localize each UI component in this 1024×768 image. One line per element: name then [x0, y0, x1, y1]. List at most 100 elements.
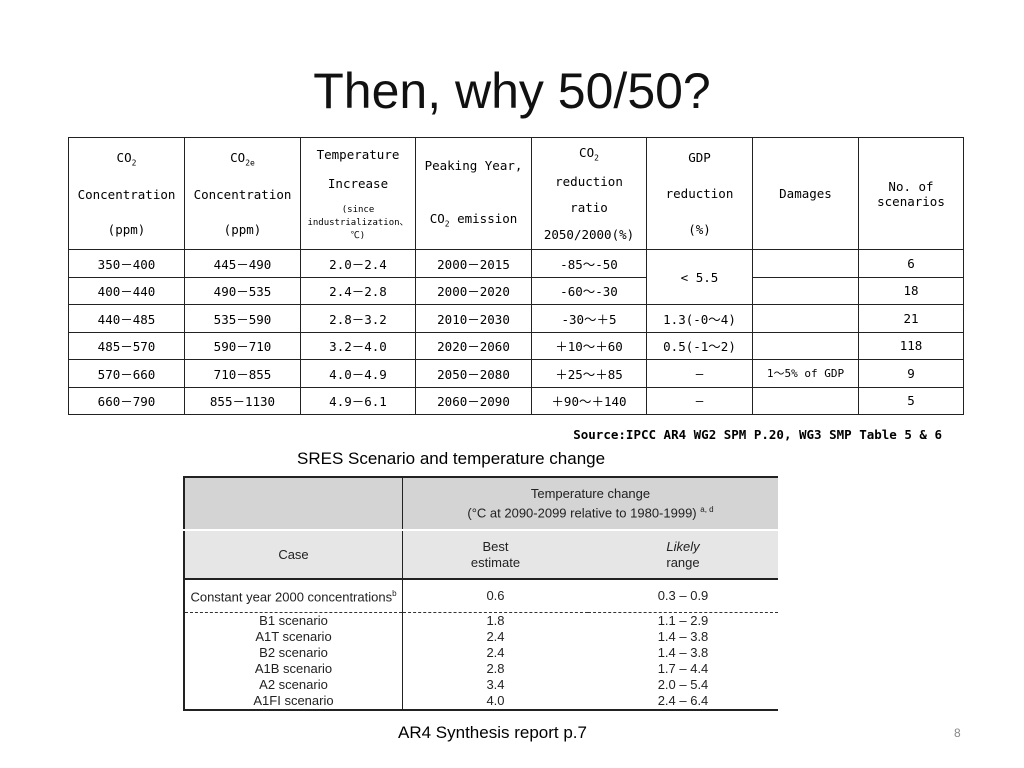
subscript: 2 [594, 153, 599, 163]
cell: 6 [858, 249, 964, 278]
header-cell: CO2 reduction ratio 2050/2000(%) [531, 137, 647, 250]
likely-range: 1.4 – 3.8 [657, 645, 709, 660]
column-header: Likely range [588, 530, 778, 579]
case-text: A1FI scenario [253, 693, 334, 708]
cell: 2000－2015 [415, 249, 532, 278]
header-line: Case [278, 546, 309, 562]
header-line: GDP [688, 150, 711, 165]
case-text: A1B scenario [254, 661, 333, 676]
cell: 490－535 [184, 276, 301, 305]
case-cell: B1 scenario [183, 612, 403, 629]
cell: 660－790 [68, 386, 185, 415]
best-estimate: 2.8 [486, 661, 505, 676]
cell: -85～-50 [531, 249, 647, 278]
cell: ＋10～＋60 [531, 331, 647, 360]
header-line: reduction [555, 174, 623, 190]
header-line: (%) [688, 222, 711, 237]
cell: 350－400 [68, 249, 185, 278]
case-cell: A2 scenario [183, 677, 403, 693]
cell: 5 [858, 386, 964, 415]
header-line: Temperature [316, 146, 400, 162]
group-header: Temperature change (°C at 2090-2099 relat… [402, 476, 778, 531]
likely-range: 1.4 – 3.8 [657, 629, 709, 644]
cell: 4.9－6.1 [300, 386, 416, 415]
cell: 4.0－4.9 [300, 359, 416, 388]
data-row: 440－485 535－590 2.8－3.2 2010－2030 -30～＋5 1.3(… [68, 304, 964, 333]
caption: AR4 Synthesis report p.7 [398, 723, 587, 742]
cell [752, 331, 859, 360]
cell: 855－1130 [184, 386, 301, 415]
cell: 2010－2030 [415, 304, 532, 333]
header-line: Best [482, 538, 509, 554]
best-estimate: 1.8 [486, 613, 505, 628]
cell: 18 [858, 276, 964, 305]
header-line: No. of scenarios [877, 178, 945, 209]
case-text: A2 scenario [259, 677, 328, 692]
likely-range: 2.0 – 5.4 [657, 677, 709, 692]
best-estimate: 2.4 [486, 645, 505, 660]
header-content: CO2 Concentration (ppm) [69, 140, 184, 248]
caption: SRES Scenario and temperature change [297, 449, 606, 468]
data-row: 400－440 490－535 2.4－2.8 2000－2020 -60～-30 18 [68, 276, 964, 305]
header-line: CO2 [69, 150, 184, 168]
cell: -60～-30 [531, 276, 647, 305]
cell: 570－660 [68, 359, 185, 388]
cell [752, 304, 859, 333]
cell: 1.3(-0～4) [646, 304, 753, 333]
header-cell: Peaking Year, CO2 emission [415, 137, 532, 250]
cell: 0.5(-1～2) [646, 331, 753, 360]
header-line: Temperature change [530, 485, 651, 501]
header-text: CO [579, 145, 595, 161]
column-header-row: Case Best estimate Likely range [183, 530, 778, 579]
cell [752, 386, 859, 415]
cell: 590－710 [184, 331, 301, 360]
cell: 3.2－4.0 [300, 331, 416, 360]
header-text: CO [230, 149, 246, 165]
cell [752, 276, 859, 305]
likely-range: 1.7 – 4.4 [657, 661, 709, 676]
data-row: 350－400 445－490 2.0－2.4 2000－2015 -85～-50 < 5… [68, 249, 964, 305]
sres-table: Temperature change (°C at 2090-2099 relat… [183, 476, 778, 711]
slide-title: Then, why 50/50? [313, 63, 711, 119]
header-content: Peaking Year, CO2 emission [416, 140, 531, 248]
group-header-row: Temperature change (°C at 2090-2099 relat… [183, 476, 778, 531]
header-text: CO [429, 211, 445, 227]
header-content: Temperature Increase (since industrializat… [301, 140, 415, 248]
header-line: estimate [470, 554, 521, 570]
cell [183, 476, 403, 531]
header-line: Likely [666, 538, 700, 554]
cell: < 5.5 [646, 249, 753, 305]
data-row: A1FI scenario 4.0 2.4 – 6.4 [183, 693, 778, 711]
header-text: CO [116, 149, 132, 165]
scenario-table: CO2 Concentration (ppm) CO2e Concentration (p… [68, 137, 964, 415]
case-cell: Constant year 2000 concentrationsb [183, 578, 403, 613]
cell: 1～5% of GDP [752, 359, 859, 388]
best-estimate: 4.0 [402, 693, 588, 711]
header-content: CO2 reduction ratio 2050/2000(%) [532, 140, 646, 248]
cell: 440－485 [68, 304, 185, 333]
header-line: Increase [327, 175, 389, 191]
likely-range: 1.1 – 2.9 [657, 613, 709, 628]
data-row: A2 scenario 3.4 2.0 – 5.4 [183, 677, 778, 693]
header-line: (ppm) [223, 222, 262, 238]
cell: 2020－2060 [415, 331, 532, 360]
likely-range: 2.4 – 6.4 [588, 693, 778, 711]
cell: 9 [858, 359, 964, 388]
case-cell: A1B scenario [183, 661, 403, 677]
header-cell: CO2e Concentration (ppm) [184, 137, 301, 250]
header-line: CO2 [532, 145, 646, 163]
header-row: CO2 Concentration (ppm) CO2e Concentration (p… [68, 137, 964, 250]
header-content: No. of scenarios [859, 140, 963, 248]
page-number: 8 [954, 726, 961, 740]
data-row: A1T scenario 2.4 1.4 – 3.8 [183, 629, 778, 645]
case-cell: A1T scenario [183, 629, 403, 645]
case-text: A1T scenario [255, 629, 332, 644]
cell: 118 [858, 331, 964, 360]
header-cell: Temperature Increase (since industrializat… [300, 137, 416, 250]
header-content: Damages [753, 140, 858, 248]
header-line: (ppm) [107, 222, 146, 238]
data-row: B2 scenario 2.4 1.4 – 3.8 [183, 645, 778, 661]
data-row: 485－570 590－710 3.2－4.0 2020－2060 ＋10～＋60 0.5… [68, 331, 964, 360]
cell: 2060－2090 [415, 386, 532, 415]
header-cell: Damages [752, 137, 859, 250]
